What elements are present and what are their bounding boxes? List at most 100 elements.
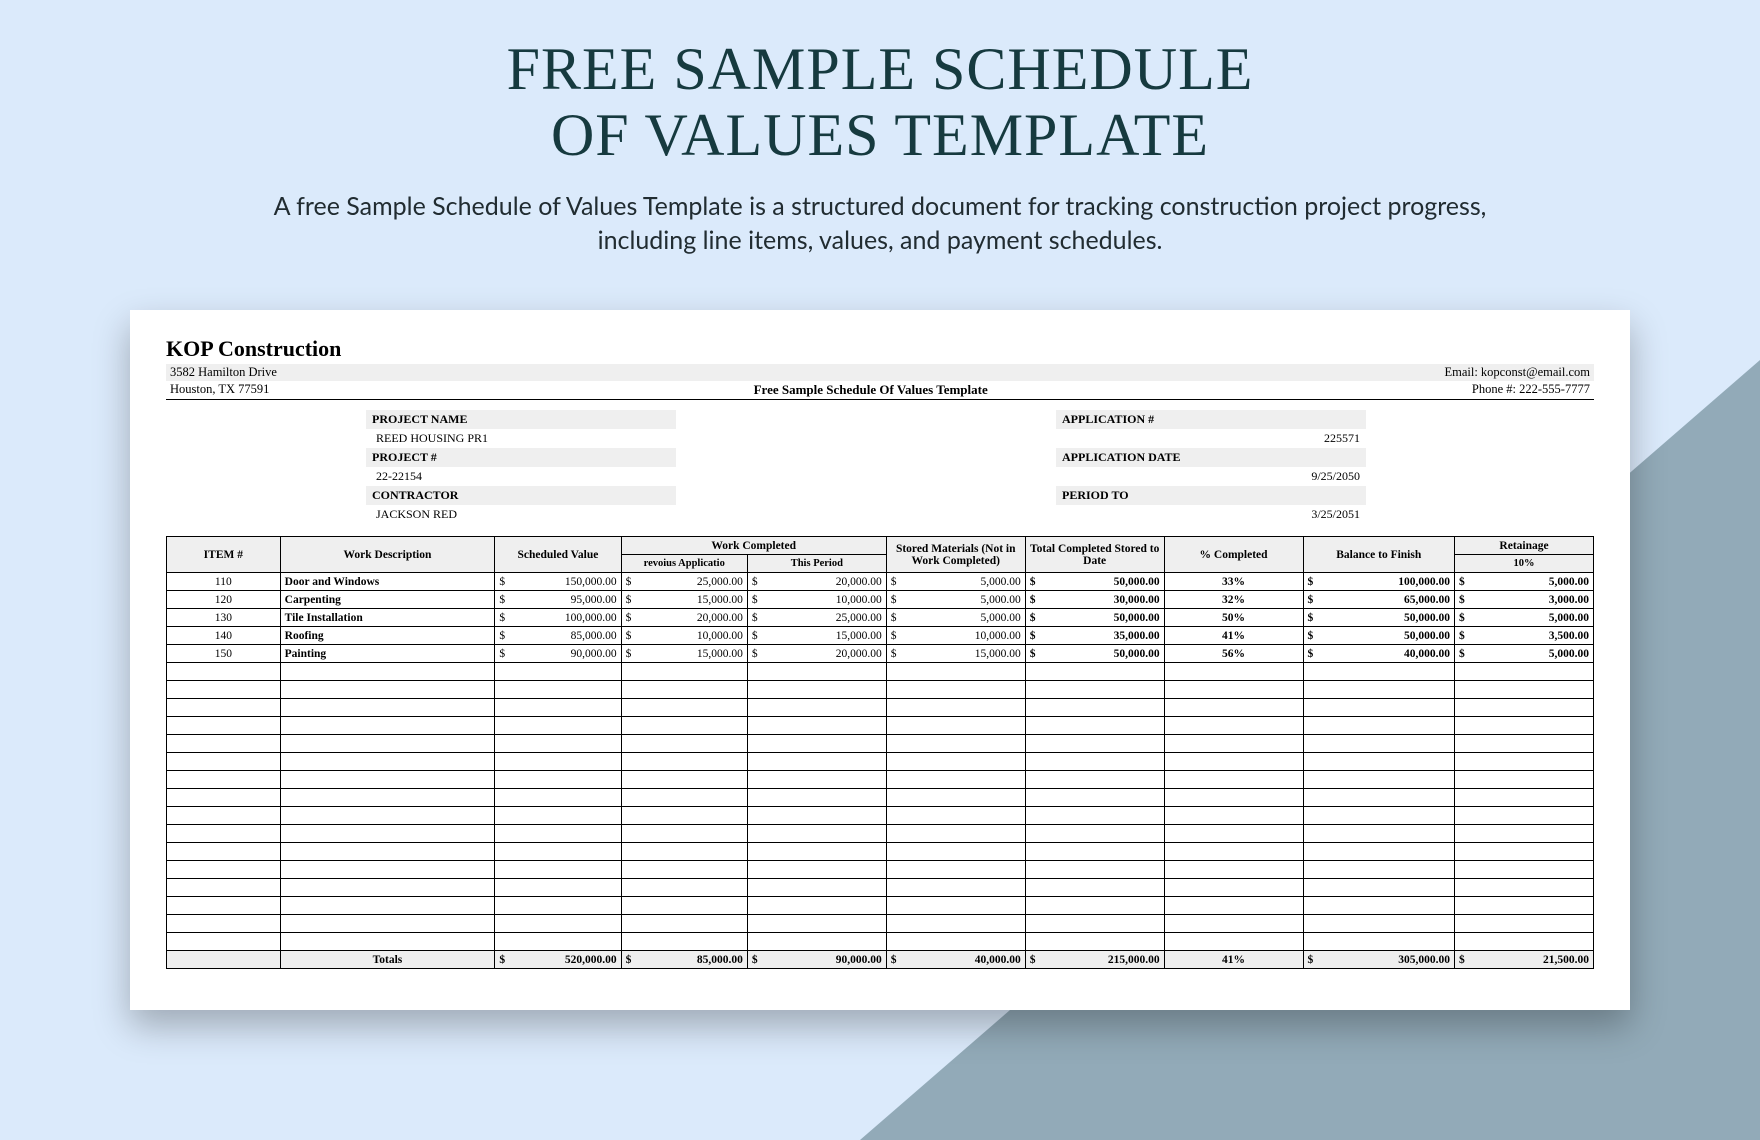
table-row-empty (167, 699, 1594, 717)
totals-label: Totals (280, 951, 495, 969)
label-application-no: APPLICATION # (1056, 410, 1366, 429)
money-cell: $5,000.00 (886, 609, 1025, 627)
table-row-empty (167, 663, 1594, 681)
value-project-no: 22-22154 (366, 467, 676, 486)
contact-email: Email: kopconst@email.com (1444, 365, 1590, 380)
table-row-empty (167, 753, 1594, 771)
contact-phone: Phone #: 222-555-7777 (1472, 382, 1590, 398)
money-cell: $5,000.00 (886, 591, 1025, 609)
cell-desc: Painting (280, 645, 495, 663)
money-cell: $25,000.00 (621, 573, 747, 591)
money-cell: $95,000.00 (495, 591, 621, 609)
document-title: Free Sample Schedule Of Values Template (754, 382, 988, 398)
cell-item: 130 (167, 609, 281, 627)
cell-pct: 33% (1164, 573, 1303, 591)
money-cell: $5,000.00 (1455, 609, 1594, 627)
table-row-empty (167, 825, 1594, 843)
table-row: 120Carpenting$95,000.00$15,000.00$10,000… (167, 591, 1594, 609)
money-cell: $10,000.00 (621, 627, 747, 645)
table-row: 140Roofing$85,000.00$10,000.00$15,000.00… (167, 627, 1594, 645)
money-cell: $20,000.00 (747, 645, 886, 663)
table-row-totals: Totals$520,000.00$85,000.00$90,000.00$40… (167, 951, 1594, 969)
project-meta: PROJECT NAME APPLICATION # REED HOUSING … (166, 410, 1594, 524)
money-cell: $10,000.00 (747, 591, 886, 609)
money-cell: $20,000.00 (747, 573, 886, 591)
col-scheduled: Scheduled Value (495, 537, 621, 573)
table-row-empty (167, 861, 1594, 879)
title-line-2: OF VALUES TEMPLATE (551, 102, 1209, 168)
table-row-empty (167, 771, 1594, 789)
money-cell: $305,000.00 (1303, 951, 1455, 969)
col-work-completed: Work Completed (621, 537, 886, 555)
col-total: Total Completed Stored to Date (1025, 537, 1164, 573)
cell-item: 150 (167, 645, 281, 663)
label-project-no: PROJECT # (366, 448, 676, 467)
money-cell: $50,000.00 (1303, 609, 1455, 627)
cell-item: 110 (167, 573, 281, 591)
table-row-empty (167, 879, 1594, 897)
cell-desc: Door and Windows (280, 573, 495, 591)
col-item: ITEM # (167, 537, 281, 573)
money-cell: $50,000.00 (1025, 645, 1164, 663)
label-project-name: PROJECT NAME (366, 410, 676, 429)
money-cell: $15,000.00 (621, 591, 747, 609)
table-row: 150Painting$90,000.00$15,000.00$20,000.0… (167, 645, 1594, 663)
table-row-empty (167, 933, 1594, 951)
money-cell: $15,000.00 (747, 627, 886, 645)
money-cell: $25,000.00 (747, 609, 886, 627)
cell-desc: Tile Installation (280, 609, 495, 627)
cell-desc: Roofing (280, 627, 495, 645)
page-subtitle: A free Sample Schedule of Values Templat… (250, 190, 1510, 258)
money-cell: $3,000.00 (1455, 591, 1594, 609)
money-cell: $35,000.00 (1025, 627, 1164, 645)
money-cell: $50,000.00 (1025, 609, 1164, 627)
label-contractor: CONTRACTOR (366, 486, 676, 505)
table-body: 110Door and Windows$150,000.00$25,000.00… (167, 573, 1594, 969)
table-row-empty (167, 807, 1594, 825)
money-cell: $21,500.00 (1455, 951, 1594, 969)
page-title: FREE SAMPLE SCHEDULE OF VALUES TEMPLATE (0, 36, 1760, 168)
cell-pct: 56% (1164, 645, 1303, 663)
money-cell: $15,000.00 (621, 645, 747, 663)
money-cell: $90,000.00 (747, 951, 886, 969)
col-retainage: Retainage (1455, 537, 1594, 555)
value-contractor: JACKSON RED (366, 505, 676, 524)
cell-item: 120 (167, 591, 281, 609)
col-balance: Balance to Finish (1303, 537, 1455, 573)
money-cell: $100,000.00 (495, 609, 621, 627)
table-header: ITEM # Work Description Scheduled Value … (167, 537, 1594, 573)
money-cell: $65,000.00 (1303, 591, 1455, 609)
value-project-name: REED HOUSING PR1 (366, 429, 676, 448)
money-cell: $215,000.00 (1025, 951, 1164, 969)
table-row: 110Door and Windows$150,000.00$25,000.00… (167, 573, 1594, 591)
money-cell: $3,500.00 (1455, 627, 1594, 645)
money-cell: $5,000.00 (1455, 573, 1594, 591)
money-cell: $15,000.00 (886, 645, 1025, 663)
header-row-2: Houston, TX 77591 Free Sample Schedule O… (166, 381, 1594, 400)
totals-pct: 41% (1164, 951, 1303, 969)
table-row-empty (167, 843, 1594, 861)
label-application-date: APPLICATION DATE (1056, 448, 1366, 467)
cell-item: 140 (167, 627, 281, 645)
table-row: 130Tile Installation$100,000.00$20,000.0… (167, 609, 1594, 627)
cell-pct: 41% (1164, 627, 1303, 645)
col-pct: % Completed (1164, 537, 1303, 573)
table-row-empty (167, 897, 1594, 915)
label-period-to: PERIOD TO (1056, 486, 1366, 505)
company-name: KOP Construction (166, 336, 1594, 362)
header-row-1: 3582 Hamilton Drive Email: kopconst@emai… (166, 364, 1594, 381)
money-cell: $50,000.00 (1303, 627, 1455, 645)
money-cell: $5,000.00 (886, 573, 1025, 591)
value-period-to: 3/25/2051 (1056, 505, 1366, 524)
col-retain-sub: 10% (1455, 555, 1594, 573)
money-cell: $20,000.00 (621, 609, 747, 627)
cell-desc: Carpenting (280, 591, 495, 609)
money-cell: $90,000.00 (495, 645, 621, 663)
col-prev: revoius Applicatio (621, 555, 747, 573)
money-cell: $85,000.00 (621, 951, 747, 969)
money-cell: $520,000.00 (495, 951, 621, 969)
spreadsheet-preview: KOP Construction 3582 Hamilton Drive Ema… (130, 310, 1630, 1010)
money-cell: $85,000.00 (495, 627, 621, 645)
table-row-empty (167, 789, 1594, 807)
schedule-of-values-table: ITEM # Work Description Scheduled Value … (166, 536, 1594, 969)
